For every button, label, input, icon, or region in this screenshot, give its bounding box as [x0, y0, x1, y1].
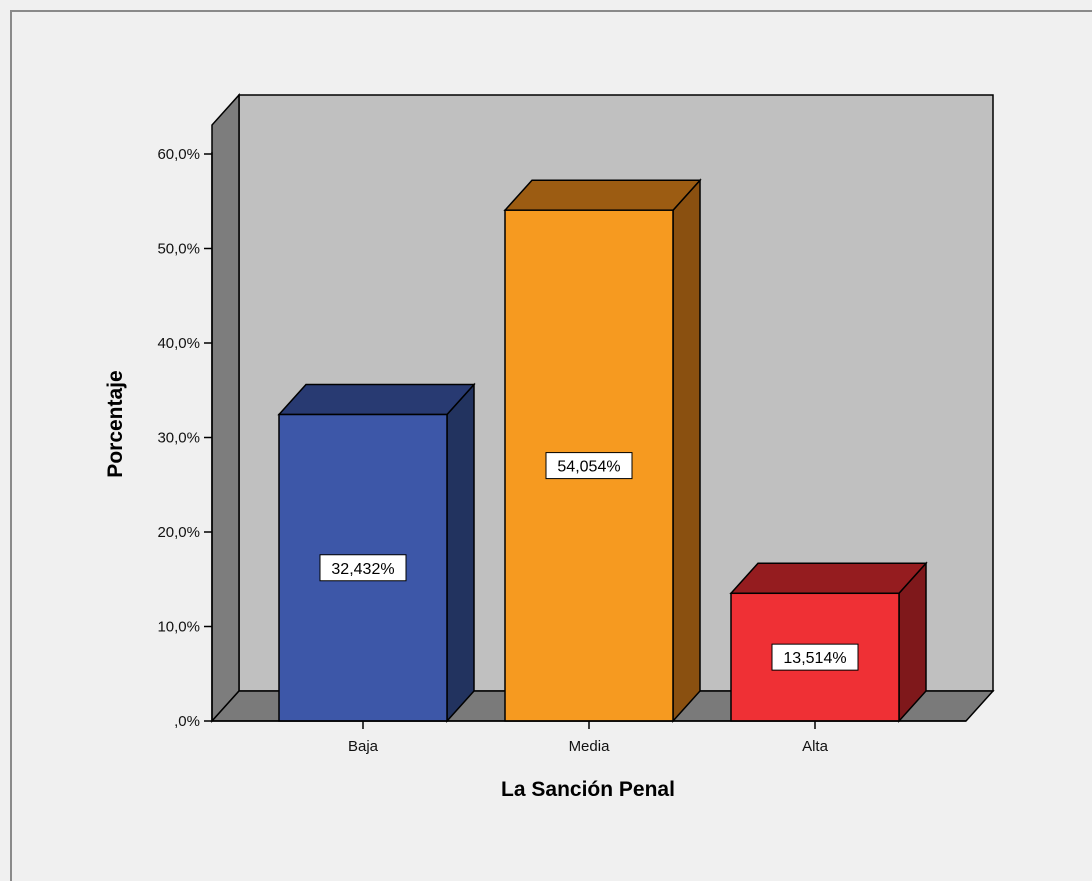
bar-group: 32,432% — [277, 382, 476, 723]
data-label-box — [545, 452, 633, 480]
x-axis-title: La Sanción Penal — [501, 778, 675, 801]
data-label: 13,514% — [783, 650, 846, 667]
y-tick-label: 60,0% — [157, 146, 200, 163]
x-axis: Baja Media Alta — [212, 720, 966, 755]
bar-top — [729, 562, 928, 595]
y-tick-label: 10,0% — [157, 619, 200, 636]
bar-top — [277, 383, 476, 416]
bar-group: 54,054% — [503, 178, 702, 723]
y-axis: ,0% 10,0% 20,0% 30,0% 40,0% 50,0% 60,0% — [157, 146, 213, 730]
data-label: 32,432% — [331, 561, 394, 578]
y-tick-label: 50,0% — [157, 241, 200, 258]
x-tick-label: Media — [569, 738, 611, 755]
y-tick-label: 40,0% — [157, 335, 200, 352]
y-tick-label: 30,0% — [157, 430, 200, 447]
bar-side — [446, 382, 475, 723]
left-wall — [211, 93, 240, 723]
bar-side — [672, 178, 701, 723]
bar-top — [503, 179, 702, 211]
y-tick-label: ,0% — [174, 713, 200, 730]
bar — [730, 592, 900, 722]
bar-group: 13,514% — [729, 561, 928, 723]
bars: 32,432% 54,054% 13,514% — [277, 178, 928, 723]
data-label: 54,054% — [557, 459, 620, 476]
x-tick-label: Baja — [348, 738, 379, 755]
x-tick-label: Alta — [802, 738, 829, 755]
data-label-box — [319, 554, 407, 582]
data-label-box — [771, 643, 859, 671]
y-tick-label: 20,0% — [157, 524, 200, 541]
y-axis-title: Porcentaje — [104, 370, 127, 477]
